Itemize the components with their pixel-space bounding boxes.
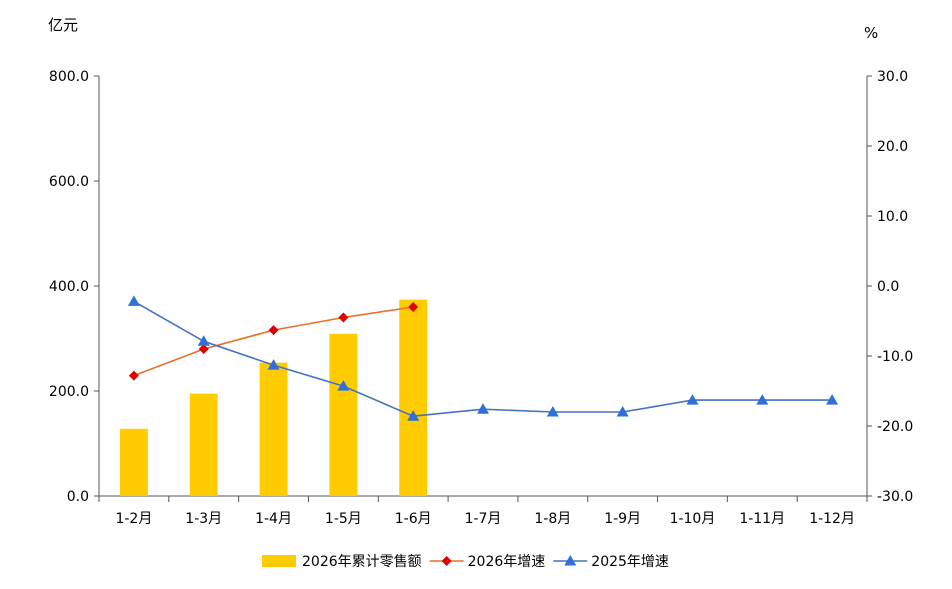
- right-tick-label: 20.0: [877, 139, 908, 155]
- left-tick-label: 800.0: [49, 69, 89, 85]
- right-tick-label: 10.0: [877, 209, 908, 225]
- triangle-marker: [407, 410, 420, 421]
- right-tick-label: -10.0: [877, 349, 913, 365]
- diamond-marker: [338, 312, 349, 323]
- legend: 2026年累计零售额 2026年增速 2025年增速: [262, 554, 669, 570]
- x-tick-label: 1-12月: [809, 511, 855, 527]
- x-tick-labels: 1-2月 1-3月 1-4月 1-5月 1-6月 1-7月 1-8月 1-9月 1-10月 1-1…: [98, 496, 868, 527]
- triangle-marker: [127, 295, 140, 306]
- bar: [189, 393, 218, 496]
- diamond-marker: [268, 325, 279, 336]
- left-tick-label: 200.0: [49, 384, 89, 400]
- axes: 亿元 %: [48, 16, 878, 497]
- right-tick-label: 0.0: [877, 279, 899, 295]
- x-tick-label: 1-3月: [185, 511, 222, 527]
- left-axis-unit: 亿元: [48, 16, 78, 34]
- triangle-marker: [337, 380, 350, 391]
- diamond-marker: [408, 302, 419, 312]
- triangle-marker: [686, 394, 699, 405]
- diamond-marker: [441, 556, 452, 566]
- triangle-marker: [546, 406, 559, 417]
- x-tick-label: 1-4月: [255, 511, 292, 527]
- right-tick-label: -30.0: [877, 489, 913, 505]
- legend-label: 2026年累计零售额: [302, 554, 422, 570]
- triangle-marker: [477, 403, 489, 414]
- left-tick-label: 0.0: [67, 489, 89, 505]
- triangle-marker: [826, 394, 839, 405]
- x-tick-label: 1-8月: [534, 511, 571, 527]
- triangle-marker: [564, 555, 577, 566]
- triangle-marker: [197, 335, 210, 346]
- series-line: [133, 300, 833, 418]
- triangle-marker: [616, 406, 629, 417]
- triangle-marker: [756, 394, 769, 405]
- x-tick-label: 1-7月: [465, 511, 502, 527]
- legend-item: 2026年累计零售额: [262, 554, 422, 570]
- right-tick-labels: -30.0 -20.0 -10.0 0.0 10.0 20.0 30.0: [867, 69, 913, 505]
- diamond-marker: [128, 370, 139, 381]
- legend-swatch: [262, 555, 296, 567]
- legend-item: 2025年增速: [553, 554, 669, 570]
- line-series: [127, 295, 839, 421]
- right-tick-label: -20.0: [877, 419, 913, 435]
- left-tick-label: 600.0: [49, 174, 89, 190]
- x-tick-label: 1-10月: [670, 511, 716, 527]
- triangle-marker: [267, 359, 280, 370]
- x-tick-label: 1-9月: [604, 511, 641, 527]
- bar: [399, 299, 428, 496]
- left-tick-labels: 0.0 200.0 400.0 600.0 800.0: [49, 69, 99, 505]
- right-tick-label: 30.0: [877, 69, 908, 85]
- legend-item: 2026年增速: [429, 554, 546, 570]
- bar-series: [119, 299, 428, 496]
- x-tick-label: 1-5月: [325, 511, 362, 527]
- x-tick-label: 1-6月: [395, 511, 432, 527]
- diamond-marker: [198, 344, 209, 354]
- bar: [119, 428, 148, 496]
- left-tick-label: 400.0: [49, 279, 89, 295]
- x-tick-label: 1-2月: [115, 511, 152, 527]
- right-axis-unit: %: [864, 24, 878, 42]
- x-tick-label: 1-11月: [739, 511, 785, 527]
- bar: [329, 333, 358, 496]
- legend-label: 2025年增速: [591, 554, 669, 570]
- bar: [259, 362, 288, 496]
- legend-label: 2026年增速: [468, 554, 546, 570]
